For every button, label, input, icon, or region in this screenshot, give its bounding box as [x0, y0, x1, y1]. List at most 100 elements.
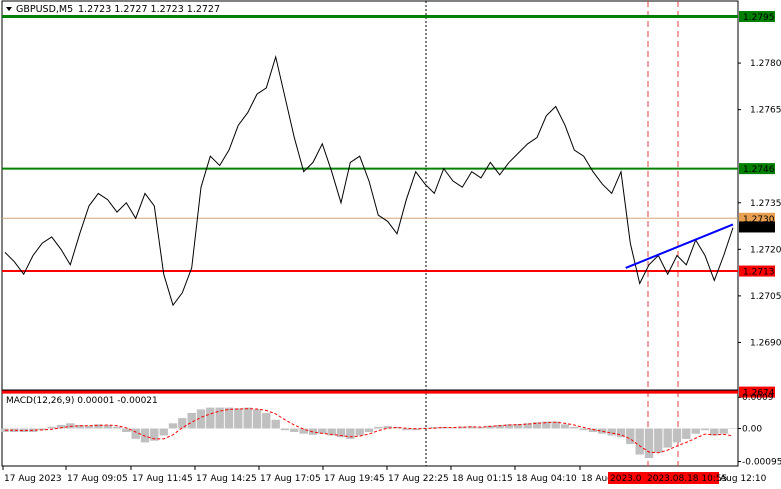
time-axis: 17 Aug 2023 17 Aug 09:05 17 Aug 11:45 17 Au… — [2, 466, 767, 484]
trendline[interactable] — [625, 223, 734, 269]
grid-lines — [425, 1, 679, 466]
macd-bar — [672, 428, 682, 443]
macd-bar — [364, 428, 374, 432]
macd-bar — [206, 407, 215, 429]
macd-bar — [486, 425, 495, 429]
macd-bar — [131, 428, 140, 439]
level-tag-box — [739, 11, 775, 23]
macd-bar — [56, 425, 66, 429]
macd-bar — [719, 428, 728, 434]
macd-bar — [140, 428, 150, 443]
price-tick-label: 1.2765 — [750, 106, 781, 116]
macd-bar — [19, 428, 28, 432]
macd-bar — [224, 407, 234, 429]
macd-bar — [588, 428, 598, 432]
macd-bar — [10, 428, 19, 432]
symbol-dropdown-icon[interactable] — [6, 7, 12, 11]
level-lines[interactable] — [2, 15, 738, 394]
price-tick-label: 1.2720 — [750, 245, 781, 255]
ohlc-label: 1.2723 1.2727 1.2723 1.2727 — [78, 4, 220, 15]
macd-bar — [644, 428, 654, 458]
price-tick-label: 1.2780 — [750, 59, 781, 69]
level-tag-box — [739, 265, 775, 277]
macd-bar — [196, 409, 206, 429]
level-tag-box — [739, 386, 775, 398]
macd-bar — [84, 425, 94, 429]
price-tick-label: 1.2690 — [750, 338, 781, 348]
macd-bar — [710, 428, 719, 436]
macd-bar — [523, 423, 532, 429]
time-label: 17 Aug 19:45 — [324, 474, 385, 484]
marker-time-box-1 — [608, 472, 646, 484]
level-tag-label: 1.2727 — [743, 223, 775, 233]
macd-bar — [560, 424, 570, 429]
time-label: 17 Aug 09:05 — [67, 474, 128, 484]
macd-bar — [495, 425, 504, 429]
price-tick-label: 1.2705 — [750, 292, 781, 302]
macd-bar — [38, 428, 47, 431]
macd-tick-label: 0.00 — [742, 425, 762, 435]
time-label: 17 Aug 14:25 — [196, 474, 257, 484]
macd-bar — [159, 428, 168, 436]
macd-bar — [150, 428, 159, 441]
marker-time-box-2 — [645, 472, 719, 484]
macd-bar — [598, 428, 607, 434]
level-tag-box — [739, 163, 775, 175]
macd-bar — [476, 427, 486, 429]
time-label: 18 Aug — [581, 474, 613, 484]
macd-signal-line — [5, 408, 734, 454]
level-tag-box — [739, 212, 775, 224]
macd-bar — [215, 407, 224, 429]
macd-bar — [551, 421, 560, 429]
macd-bar — [112, 426, 122, 429]
macd-axis: 0.0009 0.00 -0.00095 — [738, 393, 781, 468]
macd-bar — [635, 428, 644, 455]
macd-bar — [187, 412, 196, 429]
macd-bar — [728, 428, 738, 429]
macd-bar — [392, 426, 402, 429]
macd-label: MACD(12,26,9) 0.00001 -0.00021 — [6, 396, 158, 406]
level-tag-label: 1.2730 — [743, 215, 775, 225]
macd-bar — [542, 421, 551, 429]
macd-bar — [579, 428, 588, 431]
macd-bar — [663, 428, 672, 448]
macd-bar — [411, 428, 420, 431]
macd-bar — [504, 424, 514, 429]
marker-time-label-1: 2023.0 — [610, 474, 642, 484]
macd-bar — [234, 408, 243, 429]
macd-bar — [691, 428, 700, 434]
time-label: 17 Aug 22:25 — [388, 474, 449, 484]
time-label: 17 Aug 11:45 — [132, 474, 193, 484]
macd-bar — [467, 426, 476, 429]
level-tag-label: 1.2674 — [743, 389, 775, 399]
price-panel-frame — [1, 0, 739, 391]
price-axis: 1.2780 1.2765 1.2735 1.2720 1.2705 1.2690 — [738, 59, 781, 348]
macd-bar — [262, 412, 271, 429]
macd-bar — [570, 426, 579, 429]
time-label: 17 Aug 17:05 — [260, 474, 321, 484]
macd-bar — [532, 422, 542, 429]
macd-bar — [346, 428, 355, 439]
macd-bar — [682, 428, 691, 439]
macd-bar — [402, 428, 411, 431]
macd-bar — [271, 419, 280, 429]
macd-bar — [626, 428, 635, 445]
time-label: 18 Aug 01:15 — [452, 474, 513, 484]
macd-tick-label: -0.00095 — [742, 458, 781, 468]
symbol-label: GBPUSD,M5 — [16, 4, 73, 15]
time-label: 17 Aug 2023 — [4, 474, 62, 484]
macd-bar — [94, 424, 103, 429]
macd-bar — [616, 428, 626, 438]
macd-bar — [47, 426, 56, 429]
time-label: 18 Aug 04:10 — [516, 474, 577, 484]
macd-bar — [168, 423, 178, 429]
macd-bar — [28, 428, 38, 432]
macd-bar — [75, 425, 84, 429]
time-label-tail: Aug 12:10 — [720, 474, 767, 484]
macd-bar — [654, 428, 663, 453]
macd-bar — [299, 428, 308, 434]
macd-bar — [178, 418, 187, 429]
macd-bar — [327, 428, 336, 436]
macd-bar — [122, 428, 131, 432]
